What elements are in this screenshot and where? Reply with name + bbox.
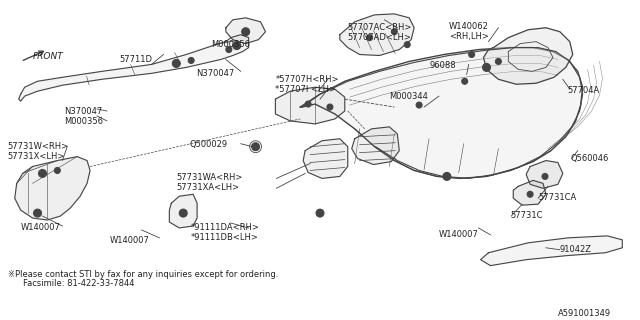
Text: 57707AC<RH>: 57707AC<RH>: [348, 23, 412, 32]
Circle shape: [416, 102, 422, 108]
Text: 57704A: 57704A: [568, 86, 600, 95]
Circle shape: [392, 29, 397, 35]
Circle shape: [33, 209, 42, 217]
Circle shape: [327, 104, 333, 110]
Circle shape: [404, 42, 410, 48]
Circle shape: [527, 191, 533, 197]
Text: M000344: M000344: [389, 92, 428, 101]
Text: 57731C: 57731C: [510, 211, 543, 220]
Polygon shape: [303, 139, 348, 179]
Text: *91111DA<RH>: *91111DA<RH>: [191, 223, 260, 232]
Text: N370047: N370047: [64, 107, 102, 116]
Text: W140062: W140062: [449, 22, 489, 31]
Text: *91111DB<LH>: *91111DB<LH>: [191, 233, 259, 242]
Text: Q500029: Q500029: [189, 140, 227, 149]
Text: Q560046: Q560046: [571, 154, 609, 163]
Text: W140007: W140007: [20, 223, 61, 232]
Text: 57731W<RH>: 57731W<RH>: [8, 142, 69, 151]
Circle shape: [242, 28, 250, 36]
Circle shape: [367, 35, 372, 41]
Circle shape: [305, 101, 311, 107]
Polygon shape: [484, 28, 573, 84]
Polygon shape: [275, 87, 345, 124]
Text: M000356: M000356: [211, 40, 250, 49]
Text: *57707H<RH>: *57707H<RH>: [275, 75, 339, 84]
Circle shape: [54, 167, 60, 173]
Text: 91042Z: 91042Z: [560, 245, 592, 254]
Text: N370047: N370047: [196, 69, 234, 78]
Text: 57731X<LH>: 57731X<LH>: [8, 152, 65, 161]
Polygon shape: [513, 180, 546, 205]
Circle shape: [542, 173, 548, 180]
Circle shape: [188, 58, 194, 63]
Polygon shape: [19, 35, 248, 101]
Circle shape: [179, 209, 187, 217]
Circle shape: [252, 143, 260, 151]
Polygon shape: [226, 18, 266, 44]
Circle shape: [226, 47, 232, 52]
Circle shape: [483, 63, 490, 71]
Polygon shape: [15, 156, 90, 220]
Text: W140007: W140007: [110, 236, 150, 245]
Text: 57731XA<LH>: 57731XA<LH>: [176, 183, 239, 192]
Polygon shape: [352, 127, 399, 164]
Text: 57707AD<LH>: 57707AD<LH>: [348, 33, 412, 42]
Circle shape: [233, 42, 241, 50]
Circle shape: [443, 172, 451, 180]
Text: 57711D: 57711D: [120, 54, 153, 63]
Text: 57731CA: 57731CA: [538, 193, 576, 202]
Text: W140007: W140007: [439, 230, 479, 239]
Polygon shape: [340, 14, 414, 55]
Text: FRONT: FRONT: [33, 52, 63, 60]
Text: M000356: M000356: [64, 117, 103, 126]
Circle shape: [172, 60, 180, 68]
Polygon shape: [481, 236, 622, 266]
Text: 96088: 96088: [429, 61, 456, 70]
Text: ※Please contact STI by fax for any inquiries except for ordering.: ※Please contact STI by fax for any inqui…: [8, 269, 278, 279]
Circle shape: [461, 78, 468, 84]
Text: Facsimile: 81-422-33-7844: Facsimile: 81-422-33-7844: [22, 279, 134, 289]
Text: 57731WA<RH>: 57731WA<RH>: [176, 173, 243, 182]
Circle shape: [495, 59, 501, 64]
Polygon shape: [526, 161, 563, 188]
Circle shape: [38, 170, 47, 177]
Circle shape: [468, 52, 475, 58]
Text: <RH,LH>: <RH,LH>: [449, 32, 489, 41]
Circle shape: [316, 209, 324, 217]
Polygon shape: [300, 48, 582, 179]
Text: *57707I <LH>: *57707I <LH>: [275, 85, 337, 94]
Text: A591001349: A591001349: [558, 309, 611, 318]
Polygon shape: [170, 194, 197, 228]
